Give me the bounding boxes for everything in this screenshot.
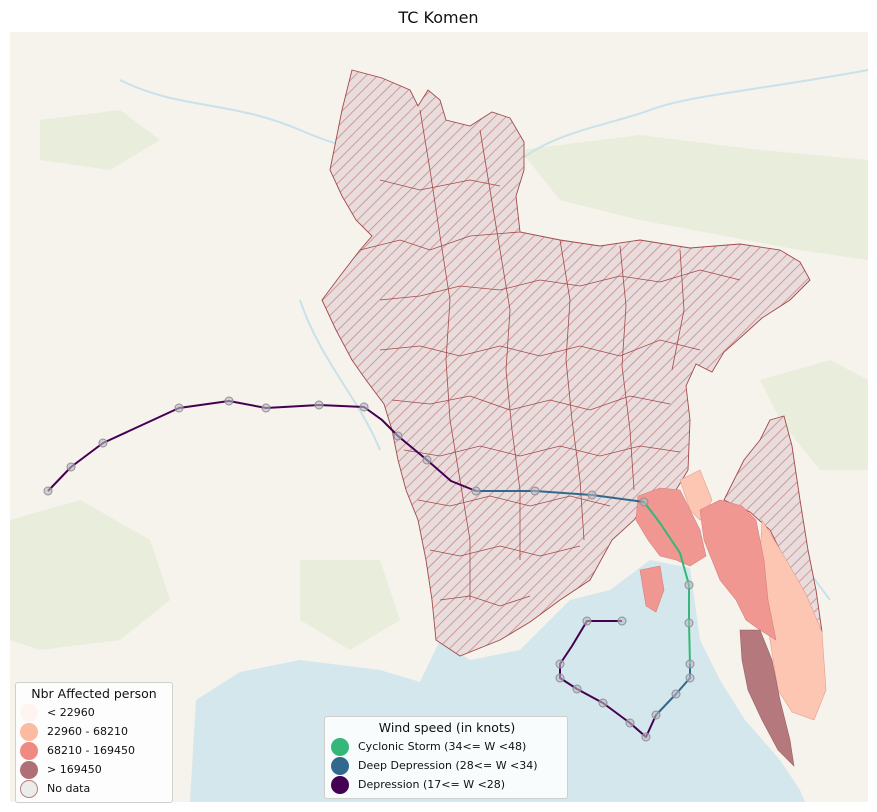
district-affected-above-169450 [739,629,795,767]
legend-item-depression: Depression (17<= W <28) [331,775,563,794]
legend-swatch [331,756,349,775]
track-cyclonic-storm-segment [643,501,691,665]
district-boundaries [359,109,741,607]
legend-item-lt-22960: < 22960 [20,703,168,722]
legend-swatch [20,703,38,722]
district-affected-68210-169450 [635,487,707,567]
legend-item-22960-68210: 22960 - 68210 [20,722,168,741]
legend-swatch [331,737,349,756]
legend-label: 22960 - 68210 [47,725,128,738]
track-depression-segment [559,620,657,738]
legend-label: < 22960 [47,706,95,719]
legend-swatch [20,779,38,798]
legend-item-deep-depression: Deep Depression (28<= W <34) [331,756,563,775]
legend-wind-speed: Wind speed (in knots) Cyclonic Storm (34… [324,716,568,799]
legend-label: Depression (17<= W <28) [358,778,506,791]
legend-item-68210-169450: 68210 - 169450 [20,741,168,760]
legend-label: Deep Depression (28<= W <34) [358,759,538,772]
legend-swatch [20,741,38,760]
track-points [43,396,695,742]
track-deep-depression-segment [476,490,645,503]
legend-affected-persons: Nbr Affected person < 22960 22960 - 6821… [15,682,173,803]
legend-swatch [20,722,38,741]
district-affected-68210-169450 [699,499,777,641]
legend-item-gt-169450: > 169450 [20,760,168,779]
legend-label: Cyclonic Storm (34<= W <48) [358,740,527,753]
track-deep-depression-segment [655,664,691,716]
legend-wind-title: Wind speed (in knots) [378,720,516,735]
legend-affected-title: Nbr Affected person [31,686,157,701]
chittagong-hill-no-data [723,415,823,633]
legend-swatch [331,775,349,794]
legend-label: 68210 - 169450 [47,744,135,757]
legend-item-cyclonic-storm: Cyclonic Storm (34<= W <48) [331,737,563,756]
legend-item-no-data: No data [20,779,168,798]
basemap-vegetation [10,110,868,650]
legend-label: No data [47,782,91,795]
district-affected-68210-169450 [639,565,665,613]
legend-label: > 169450 [47,763,102,776]
legend-swatch [20,760,38,779]
map-title: TC Komen [398,8,479,27]
